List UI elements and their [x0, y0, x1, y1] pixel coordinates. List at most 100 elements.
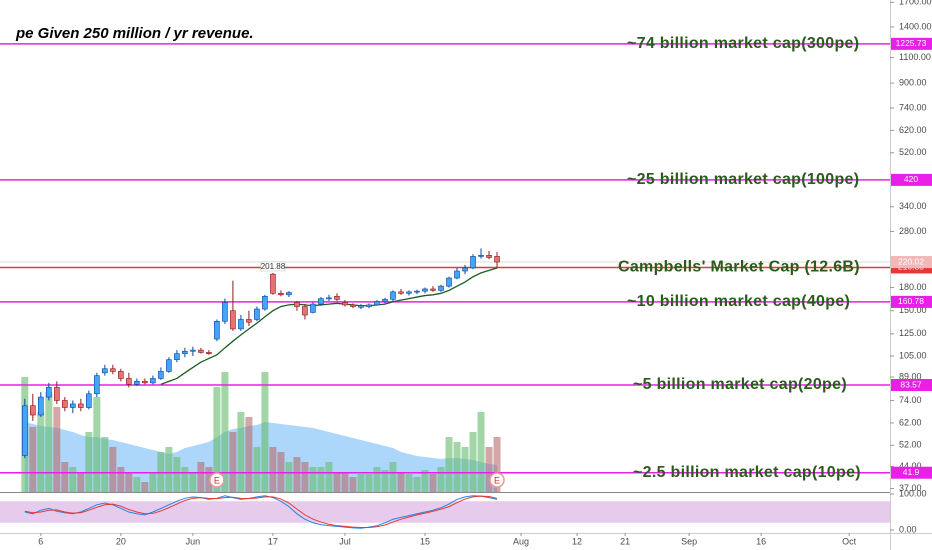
volume-bar — [45, 392, 53, 492]
y-tick-label: 1400.00 — [899, 21, 932, 31]
x-tick-label: 17 — [268, 536, 278, 546]
candle-body — [86, 393, 92, 408]
candle-body — [62, 400, 68, 408]
candle-body — [334, 296, 340, 300]
rsi-tick-label: 0.00 — [899, 524, 917, 534]
earnings-marker — [489, 472, 505, 488]
volume-bar — [61, 462, 69, 492]
candle-body — [46, 387, 52, 398]
last-price-tag-label: 220.02 — [898, 256, 924, 266]
y-tick-label: 150.00 — [899, 305, 927, 315]
candle-body — [398, 291, 404, 294]
x-tick-label: Jul — [339, 536, 351, 546]
candle-body — [446, 277, 452, 287]
level-label: ~2.5 billion market cap(10pe) — [633, 464, 861, 481]
level-price-tag — [891, 379, 932, 392]
volume-bar — [293, 457, 301, 492]
volume-bar — [357, 474, 365, 492]
volume-bar — [429, 474, 437, 492]
moving-average — [160, 267, 498, 385]
y-tick-label: 74.00 — [899, 395, 922, 405]
y-tick-label: 105.00 — [899, 350, 927, 360]
volume-bar — [437, 467, 445, 492]
earnings-label: E — [214, 475, 220, 485]
volume-bar — [477, 412, 485, 492]
volume-bar — [261, 372, 269, 492]
volume-bar — [229, 432, 237, 492]
volume-bar — [125, 472, 133, 492]
rsi-tick-label: 100.00 — [899, 488, 927, 498]
y-tick-label: 89.00 — [899, 371, 922, 381]
high-label-box — [260, 261, 286, 272]
chart-title: pe Given 250 million / yr revenue. — [15, 25, 254, 42]
level-label: ~25 billion market cap(100pe) — [627, 171, 859, 188]
level-label: ~5 billion market cap(20pe) — [633, 376, 847, 393]
level-price-tag — [891, 466, 932, 479]
candle-body — [182, 350, 188, 354]
volume-bar — [285, 462, 293, 492]
y-tick-label: 1700.00 — [899, 0, 932, 7]
volume-bar — [37, 412, 45, 492]
candle-body — [454, 270, 460, 279]
candle-body — [318, 298, 324, 305]
level-price-tag-label: 1225.73 — [896, 38, 927, 48]
y-tick-label: 280.00 — [899, 226, 927, 236]
y-tick-label: 1100.00 — [899, 52, 931, 62]
earnings-marker — [209, 472, 225, 488]
candle-body — [350, 304, 356, 307]
candle-body — [254, 308, 260, 320]
level-price-tag-label: 83.57 — [900, 379, 922, 389]
volume-bar — [397, 472, 405, 492]
y-tick-label: 740.00 — [899, 102, 927, 112]
candle-body — [126, 378, 132, 385]
candle-body — [214, 320, 220, 340]
volume-bar — [245, 417, 253, 492]
last-price-tag — [891, 256, 932, 269]
y-tick-label: 340.00 — [899, 201, 927, 211]
level-price-tag — [891, 37, 932, 50]
volume-bar — [165, 447, 173, 492]
candle-body — [382, 299, 388, 303]
volume-bar — [181, 467, 189, 492]
level-label: Campbells' Market Cap (12.6B) — [618, 259, 860, 276]
y-tick-label: 62.00 — [899, 417, 922, 427]
volume-bar — [413, 477, 421, 492]
oscillator-line — [24, 495, 498, 528]
volume-bar — [365, 474, 373, 492]
volume-bar — [213, 387, 221, 492]
x-tick-label: Jun — [186, 536, 201, 546]
candle-body — [286, 292, 292, 296]
volume-bar — [333, 472, 341, 492]
candle-body — [270, 273, 276, 294]
candle-body — [462, 267, 468, 272]
level-price-tag — [891, 295, 932, 308]
volume-bar — [485, 447, 493, 492]
candle-body — [230, 310, 236, 330]
volume-bar — [469, 432, 477, 492]
volume-bar — [381, 470, 389, 492]
candle-body — [374, 301, 380, 306]
volume-bar — [85, 432, 93, 492]
y-tick-label: 180.00 — [899, 282, 927, 292]
volume-bar — [421, 470, 429, 492]
candle-body — [278, 293, 284, 296]
candle-body — [430, 288, 436, 291]
y-tick-label: 125.00 — [899, 328, 927, 338]
candle-body — [238, 319, 244, 330]
candle-body — [158, 371, 164, 379]
volume-bar — [389, 462, 397, 492]
candle-body — [302, 306, 308, 316]
volume-bar — [349, 477, 357, 492]
volume-bar — [221, 372, 229, 492]
volume-bar — [101, 437, 109, 492]
candle-body — [294, 302, 300, 307]
x-tick-label: Oct — [842, 536, 857, 546]
high-label: 201.88 — [261, 262, 286, 271]
candle-body — [142, 381, 148, 384]
volume-bar — [461, 447, 469, 492]
candle-body — [406, 291, 412, 294]
candle-body — [166, 359, 172, 372]
candle-body — [78, 403, 84, 408]
candle-body — [38, 396, 44, 416]
